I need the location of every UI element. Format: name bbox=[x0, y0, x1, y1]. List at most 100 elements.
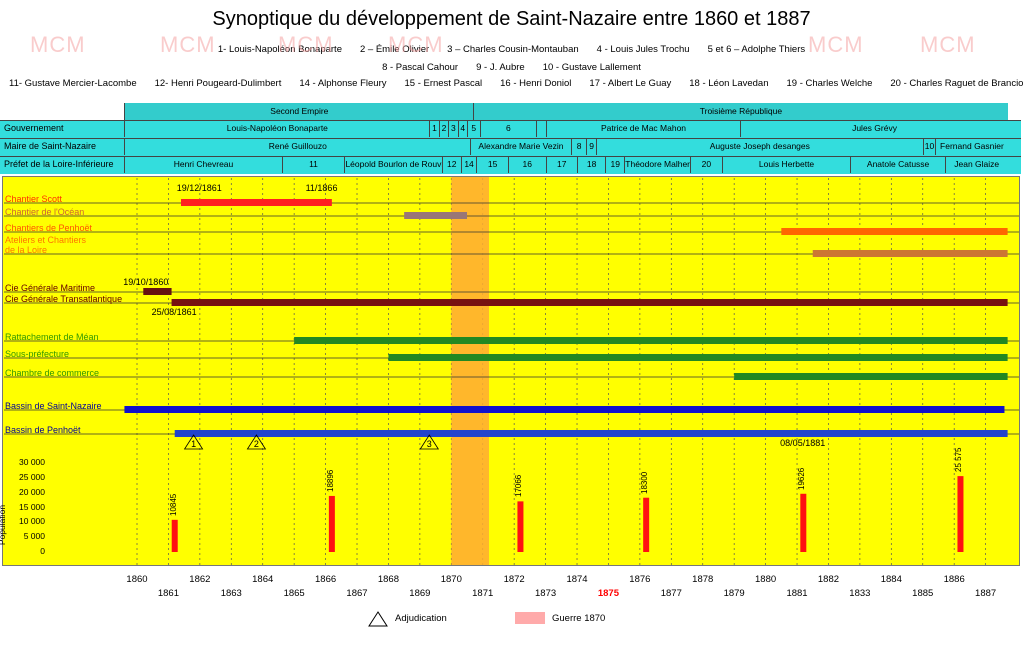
entity-bar bbox=[388, 354, 1008, 361]
x-tick-label: 1885 bbox=[912, 588, 934, 599]
row-bg bbox=[0, 138, 1021, 156]
row-cell: 17 bbox=[545, 156, 577, 173]
row-cell: 8 bbox=[570, 138, 587, 155]
x-tick-label: 1881 bbox=[786, 588, 808, 599]
row-cell bbox=[536, 120, 545, 137]
row-cell: 3 bbox=[448, 120, 457, 137]
population-value-label: 10845 bbox=[168, 493, 178, 516]
x-tick-label: 1869 bbox=[409, 588, 431, 599]
entity-label: Rattachement de Méan bbox=[5, 332, 99, 342]
legend-entry: 1- Louis-Napoléon Bonaparte bbox=[217, 44, 342, 55]
legend-entry: 11- Gustave Mercier-Lacombe bbox=[9, 78, 137, 89]
row-cell: 2 bbox=[438, 120, 448, 137]
x-tick-label: 1864 bbox=[252, 574, 274, 585]
population-bar bbox=[517, 501, 524, 552]
row-cell: Louis Herbette bbox=[721, 156, 851, 173]
x-tick-label: 1873 bbox=[535, 588, 557, 599]
adjudication-number: 1 bbox=[191, 439, 196, 449]
row-cell: Jean Glaize bbox=[944, 156, 1008, 173]
population-value-label: 19626 bbox=[797, 467, 807, 490]
entity-label: Chantiers de Penhoët bbox=[5, 223, 93, 233]
adjudication-triangle bbox=[246, 434, 267, 450]
y-tick-label: 15 000 bbox=[19, 501, 45, 512]
regime-blank bbox=[0, 103, 125, 120]
x-tick-label: 1877 bbox=[660, 588, 682, 599]
y-tick-label: 25 000 bbox=[19, 471, 45, 482]
x-tick-label: 1868 bbox=[377, 574, 400, 585]
legend-line: 8 - Pascal Cahour 9 - J. Aubre 10 - Gustav… bbox=[0, 62, 1023, 73]
x-tick-label: 1871 bbox=[472, 588, 494, 599]
x-tick-label: 1886 bbox=[943, 574, 965, 585]
x-tick-label: 1866 bbox=[315, 574, 337, 585]
entity-bar bbox=[171, 299, 1008, 306]
entity-label: Cie Générale Maritime bbox=[5, 283, 96, 293]
x-tick-label: 1882 bbox=[817, 574, 840, 585]
date-label: 11/1866 bbox=[305, 183, 338, 193]
row-cell: 9 bbox=[586, 138, 595, 155]
x-tick-label: 1874 bbox=[566, 574, 588, 585]
date-label: 25/08/1861 bbox=[151, 307, 197, 317]
row-cell: 6 bbox=[479, 120, 537, 137]
row-cell: Louis-Napoléon Bonaparte bbox=[124, 120, 429, 137]
entity-bar bbox=[812, 250, 1008, 257]
adjudication-triangle bbox=[419, 434, 440, 450]
legend-entry: 10 - Gustave Lallement bbox=[542, 62, 641, 73]
x-tick-label: 1875 bbox=[597, 588, 620, 599]
date-label: 19/10/1860 bbox=[123, 277, 169, 287]
entity-bar bbox=[181, 199, 332, 206]
row-cell: 11 bbox=[281, 156, 345, 173]
adjudication-label: Adjudication bbox=[395, 613, 447, 624]
population-value-label: 18896 bbox=[325, 469, 335, 492]
row-bg bbox=[0, 120, 1021, 138]
row-cell: Léopold Bourlon de Rouvre bbox=[344, 156, 442, 173]
legend-entry: 2 – Émile Olivier bbox=[359, 44, 430, 55]
population-value-label: 18300 bbox=[640, 471, 650, 494]
adjudication-number: 3 bbox=[427, 439, 432, 449]
watermark: MCM bbox=[920, 32, 976, 57]
population-value-label: 17066 bbox=[514, 475, 524, 498]
legend-entry: 14 - Alphonse Fleury bbox=[299, 78, 387, 89]
date-label: 08/05/1881 bbox=[780, 438, 826, 448]
entity-label: Sous-préfecture bbox=[5, 349, 70, 359]
legend-entry: 18 - Léon Lavedan bbox=[689, 78, 769, 89]
legend-entry: 5 et 6 – Adolphe Thiers bbox=[707, 44, 806, 55]
watermark: MCM bbox=[278, 32, 334, 57]
y-tick-label: 30 000 bbox=[19, 457, 45, 467]
legend-entry: 16 - Henri Doniol bbox=[500, 78, 572, 89]
y-tick-label: 5 000 bbox=[23, 531, 45, 542]
regime-cell: Troisième République bbox=[473, 103, 1008, 120]
guerre-swatch bbox=[515, 612, 545, 624]
entity-label: Bassin de Saint-Nazaire bbox=[5, 401, 102, 411]
entity-label: Bassin de Penhoët bbox=[5, 425, 81, 435]
entity-bar bbox=[734, 373, 1008, 380]
entity-bar bbox=[174, 430, 1008, 437]
legend-entry: 20 - Charles Raguet de Brancion bbox=[890, 78, 1023, 89]
entity-bar bbox=[781, 228, 1008, 235]
legend-entry: 3 – Charles Cousin-Montauban bbox=[447, 44, 579, 55]
chart-title: Synoptique du développement de Saint-Naz… bbox=[212, 8, 811, 30]
adjudication-legend bbox=[368, 611, 388, 632]
x-tick-label: 1884 bbox=[880, 574, 902, 585]
entity-bar bbox=[124, 406, 1005, 413]
population-bar bbox=[171, 519, 178, 552]
guerre-label: Guerre 1870 bbox=[552, 613, 606, 624]
row-cell: Patrice de Mac Mahon bbox=[545, 120, 741, 137]
legend-entry: 17 - Albert Le Guay bbox=[589, 78, 672, 89]
legend-line: 1- Louis-Napoléon Bonaparte 2 – Émile Oli… bbox=[0, 44, 1023, 55]
entity-label: Chambre de commerce bbox=[5, 368, 100, 378]
timeline-table: Second Empire Troisième République Gouvern… bbox=[0, 103, 1021, 176]
row-cell: Théodore Malher bbox=[624, 156, 690, 173]
timeline-area bbox=[2, 176, 1020, 566]
legend-entry: 19 - Charles Welche bbox=[786, 78, 873, 89]
row-cell: Auguste Joseph desanges bbox=[595, 138, 923, 155]
population-bar bbox=[800, 493, 807, 552]
entity-label: Cie Générale Transatlantique bbox=[5, 294, 123, 304]
y-tick-label: 20 000 bbox=[19, 486, 45, 497]
row-cell: 5 bbox=[467, 120, 480, 137]
row-cell: Henri Chevreau bbox=[124, 156, 281, 173]
x-tick-label: 1876 bbox=[629, 574, 651, 585]
row-cell: 14 bbox=[460, 156, 477, 173]
legend-entry: 9 - J. Aubre bbox=[476, 62, 525, 73]
entity-label: Chantier de l'Océan bbox=[5, 207, 85, 217]
